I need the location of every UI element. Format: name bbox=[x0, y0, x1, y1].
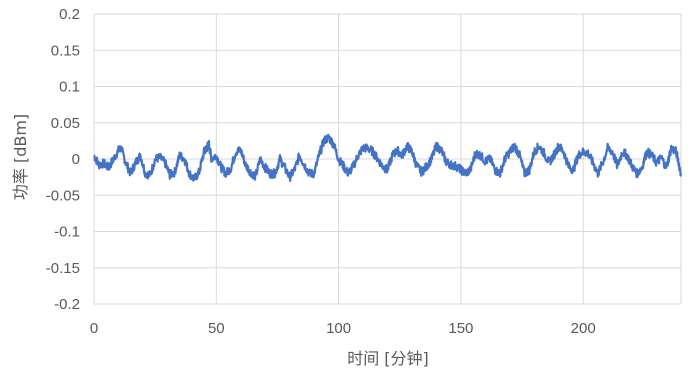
y-tick-label: 0.2 bbox=[59, 6, 80, 23]
y-axis-title: 功率 [dBm] bbox=[11, 114, 30, 200]
y-tick-label: -0.1 bbox=[54, 224, 80, 241]
x-axis-title: 时间 [分钟] bbox=[347, 349, 429, 368]
grid-lines bbox=[93, 13, 682, 305]
x-tick-label: 100 bbox=[326, 320, 351, 337]
y-tick-label: -0.15 bbox=[46, 260, 80, 277]
y-tick-label: 0 bbox=[72, 151, 80, 168]
tick-labels: 0.2 0.15 0.1 0.05 0 -0.05 -0.1 -0.15 -0.2 0 50 100 1… bbox=[46, 6, 596, 337]
y-tick-label: -0.05 bbox=[46, 187, 80, 204]
x-tick-label: 50 bbox=[208, 320, 225, 337]
y-tick-label: -0.2 bbox=[54, 296, 80, 313]
y-tick-label: 0.1 bbox=[59, 79, 80, 96]
series-line bbox=[93, 133, 683, 182]
y-tick-label: 0.05 bbox=[51, 115, 80, 132]
x-tick-label: 0 bbox=[90, 320, 98, 337]
y-tick-label: 0.15 bbox=[51, 42, 80, 59]
x-tick-label: 200 bbox=[571, 320, 596, 337]
x-tick-label: 150 bbox=[448, 320, 473, 337]
series-layer bbox=[93, 133, 683, 182]
